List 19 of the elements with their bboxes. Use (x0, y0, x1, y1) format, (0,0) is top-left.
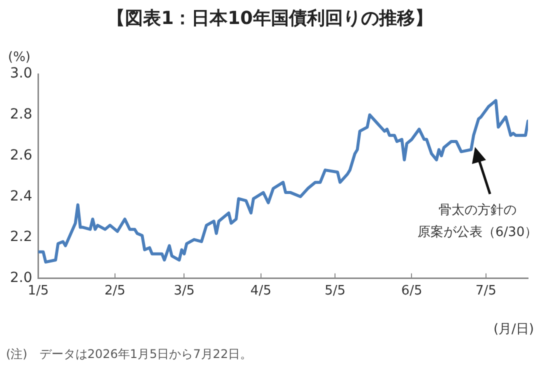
chart-title: 【図表1：日本10年国債利回りの推移】 (106, 7, 434, 30)
y-tick-label: 3.0 (10, 66, 32, 82)
x-tick-label: 4/5 (250, 284, 272, 299)
x-tick-label: 3/5 (174, 284, 195, 299)
x-tick-label: 2/5 (104, 284, 126, 299)
annotation: 骨太の方針の (438, 203, 516, 218)
y-axis-title: (%) (8, 50, 30, 65)
y-tick-label: 2.0 (10, 270, 32, 286)
x-tick-label: 1/5 (28, 284, 49, 299)
y-tick-label: 2.4 (10, 188, 32, 204)
x-tick-label: 6/5 (401, 284, 422, 299)
y-tick-label: 2.6 (10, 147, 32, 164)
y-tick-label: 2.8 (10, 106, 32, 123)
x-tick-label: 5/5 (324, 284, 346, 299)
y-tick-label: 2.2 (10, 229, 32, 246)
text: (注) データは2026年1月5日から7月22日。 (6, 346, 252, 363)
x-tick-label: 7/5 (475, 284, 496, 299)
x-axis-title: (月/日) (493, 321, 534, 338)
annotation: 原案が公表（6/30） (417, 225, 538, 240)
